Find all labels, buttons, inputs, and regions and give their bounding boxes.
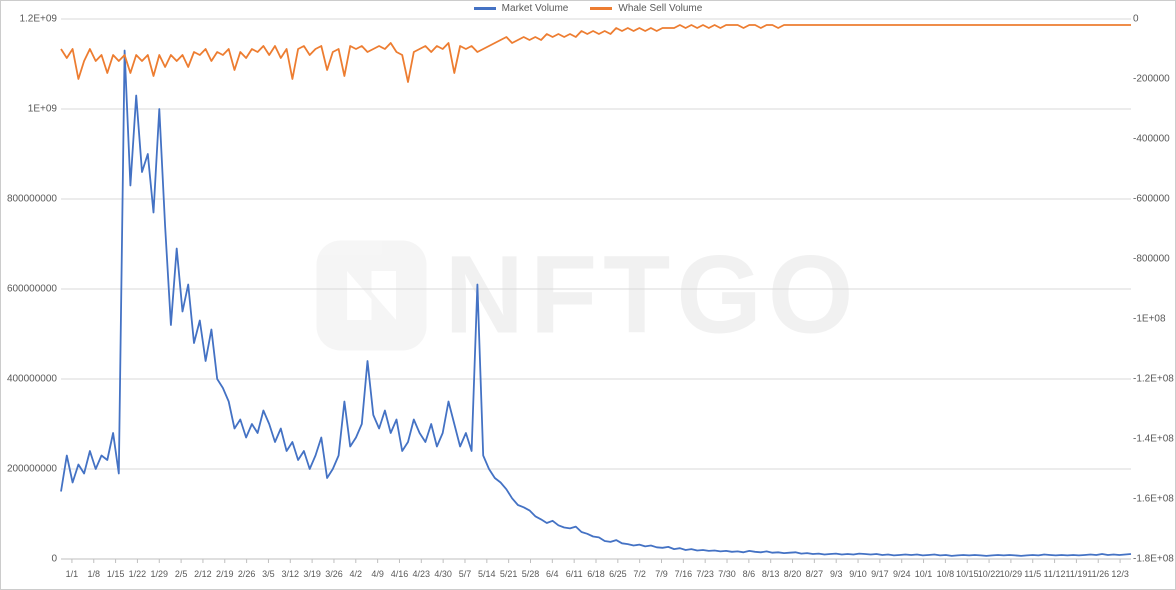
- y-left-tick-label: 1.2E+09: [1, 14, 59, 25]
- legend-item-whale-sell-volume: Whale Sell Volume: [590, 3, 702, 14]
- x-tick-label: 1/15: [107, 569, 125, 579]
- x-tick-label: 9/3: [830, 569, 843, 579]
- chart-plot: [1, 1, 1176, 590]
- y-left-axis: 0 200000000 400000000 600000000 800000000 1E+…: [1, 1, 59, 589]
- x-tick-label: 8/27: [806, 569, 824, 579]
- y-right-tick-label: -1E+08: [1131, 314, 1175, 325]
- y-right-tick-label: -1.6E+08: [1131, 494, 1175, 505]
- x-tick-label: 7/30: [718, 569, 736, 579]
- series-line: [61, 25, 1131, 82]
- legend-label: Market Volume: [502, 3, 569, 14]
- x-tick-label: 11/19: [1065, 569, 1087, 579]
- x-tick-label: 3/12: [282, 569, 300, 579]
- x-tick-label: 4/16: [391, 569, 409, 579]
- x-tick-label: 1/8: [87, 569, 100, 579]
- y-right-axis: 0 -200000 -400000 -600000 -800000 -1E+08 -1.2E…: [1131, 1, 1175, 589]
- x-tick-label: 7/23: [696, 569, 714, 579]
- y-right-tick-label: -600000: [1131, 194, 1175, 205]
- x-tick-label: 12/3: [1111, 569, 1129, 579]
- x-tick-label: 4/2: [350, 569, 363, 579]
- y-left-tick-label: 600000000: [1, 284, 59, 295]
- x-tick-label: 10/22: [978, 569, 1001, 579]
- x-tick-label: 2/26: [238, 569, 256, 579]
- x-tick-label: 9/17: [871, 569, 889, 579]
- x-tick-label: 4/30: [434, 569, 452, 579]
- x-tick-label: 6/4: [546, 569, 559, 579]
- legend-item-market-volume: Market Volume: [474, 3, 569, 14]
- x-tick-label: 1/1: [66, 569, 79, 579]
- y-left-tick-label: 800000000: [1, 194, 59, 205]
- x-tick-label: 4/23: [413, 569, 431, 579]
- x-tick-label: 10/15: [956, 569, 979, 579]
- x-tick-label: 11/26: [1087, 569, 1109, 579]
- x-tick-label: 5/28: [522, 569, 540, 579]
- y-right-tick-label: -1.4E+08: [1131, 434, 1175, 445]
- y-left-tick-label: 0: [1, 554, 59, 565]
- x-tick-label: 6/18: [587, 569, 605, 579]
- series-line: [61, 51, 1131, 556]
- x-tick-label: 6/25: [609, 569, 627, 579]
- x-tick-label: 1/29: [150, 569, 168, 579]
- legend-swatch: [590, 7, 612, 10]
- x-tick-label: 7/2: [633, 569, 646, 579]
- x-tick-label: 10/1: [915, 569, 933, 579]
- x-tick-label: 5/14: [478, 569, 496, 579]
- legend-swatch: [474, 7, 496, 10]
- y-right-tick-label: -200000: [1131, 74, 1175, 85]
- x-tick-label: 5/7: [459, 569, 472, 579]
- x-tick-label: 10/29: [1000, 569, 1023, 579]
- x-tick-label: 7/9: [655, 569, 668, 579]
- x-tick-label: 2/5: [175, 569, 188, 579]
- legend: Market Volume Whale Sell Volume: [1, 3, 1175, 14]
- y-right-tick-label: -800000: [1131, 254, 1175, 265]
- x-tick-label: 2/12: [194, 569, 212, 579]
- x-tick-label: 8/6: [743, 569, 756, 579]
- chart-container: NFTGO Market Volume Whale Sell Volume 02…: [0, 0, 1176, 590]
- x-tick-label: 2/19: [216, 569, 234, 579]
- legend-label: Whale Sell Volume: [618, 3, 702, 14]
- x-tick-label: 5/21: [500, 569, 518, 579]
- x-tick-label: 9/10: [849, 569, 867, 579]
- x-tick-label: 8/20: [784, 569, 802, 579]
- x-tick-label: 6/11: [566, 569, 583, 579]
- x-tick-label: 11/5: [1024, 569, 1041, 579]
- x-tick-label: 11/12: [1044, 569, 1066, 579]
- x-tick-label: 8/13: [762, 569, 780, 579]
- y-left-tick-label: 1E+09: [1, 104, 59, 115]
- y-right-tick-label: 0: [1131, 14, 1175, 25]
- x-axis: 1/1 1/8 1/15 1/221/29 2/5 2/12 2/19 2/26 3/5 3/12…: [1, 569, 1175, 585]
- x-tick-label: 1/22: [129, 569, 147, 579]
- y-right-tick-label: -1.2E+08: [1131, 374, 1175, 385]
- x-tick-label: 10/8: [937, 569, 955, 579]
- x-tick-label: 3/26: [325, 569, 343, 579]
- x-tick-label: 4/9: [371, 569, 384, 579]
- y-left-tick-label: 200000000: [1, 464, 59, 475]
- x-tick-label: 7/16: [675, 569, 693, 579]
- y-left-tick-label: 400000000: [1, 374, 59, 385]
- y-right-tick-label: -1.8E+08: [1131, 554, 1175, 565]
- y-right-tick-label: -400000: [1131, 134, 1175, 145]
- x-tick-label: 3/5: [262, 569, 275, 579]
- x-tick-label: 9/24: [893, 569, 911, 579]
- x-tick-label: 3/19: [303, 569, 321, 579]
